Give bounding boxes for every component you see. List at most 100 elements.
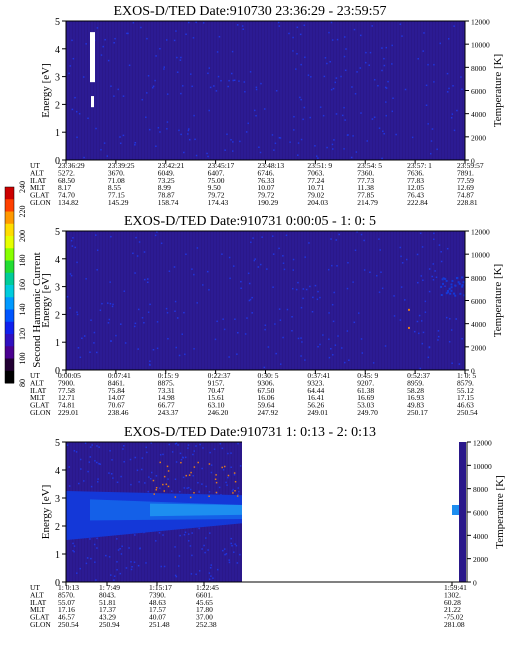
spectrum-speck: [322, 334, 324, 336]
spectrum-speck: [291, 330, 293, 332]
spectrum-speck: [166, 312, 169, 314]
energy-band-peak: [236, 504, 238, 515]
spectrum-speck: [292, 258, 295, 261]
spectrum-speck: [254, 109, 256, 112]
energy-band-core: [102, 499, 104, 521]
spectrum-speck: [90, 485, 93, 488]
spectrum-speck: [300, 98, 302, 101]
spectrum-speck: [146, 278, 149, 280]
spectrum-speck: [299, 96, 301, 99]
spectrum-speck: [120, 323, 122, 325]
ephemeris-value: 7360.: [357, 168, 374, 177]
ephemeris-value: 0:30: 5: [258, 371, 279, 380]
spectrum-speck: [130, 483, 132, 486]
spectrum-speck: [143, 321, 145, 324]
spectrum-speck: [343, 55, 346, 58]
spectrum-speck: [123, 290, 126, 292]
spectrum-speck: [282, 336, 284, 339]
spectrum-speck: [422, 50, 424, 52]
spectrum-speck: [419, 232, 422, 235]
spectrum-speck: [385, 101, 387, 103]
ephemeris-row-label: UT: [30, 583, 40, 592]
spectrum-speck: [450, 283, 453, 286]
ephemeris-value: 250.94: [99, 620, 120, 629]
spectrum-speck: [108, 318, 111, 321]
spectrum-speck: [259, 151, 262, 154]
spectrum-speck: [181, 333, 183, 335]
spectrum-speck: [257, 266, 260, 268]
spectrum-speck: [120, 553, 123, 555]
energy-band: [80, 491, 82, 539]
spectrum-speck: [111, 305, 114, 308]
spectrum-speck: [432, 263, 435, 265]
spectrum-speck: [285, 234, 288, 237]
spectrum-speck: [146, 281, 149, 284]
spectrum-speck: [448, 87, 450, 90]
spectrum-speck: [317, 157, 319, 159]
spectrum-speck: [302, 297, 304, 300]
ephemeris-value: 250.54: [58, 620, 79, 629]
spectrum-speck: [167, 337, 169, 340]
energy-band-core: [134, 501, 136, 520]
spectrum-speck: [239, 553, 241, 556]
spectrum-speck: [179, 534, 181, 537]
energy-band-peak: [194, 504, 196, 516]
spectrum-speck: [69, 307, 71, 309]
ephemeris-value: 1:22:45: [196, 583, 219, 592]
y2-tick-label: 10000: [471, 41, 490, 50]
spectrum-speck: [146, 92, 148, 94]
spectrum-speck: [73, 545, 76, 547]
spectrum-speck: [330, 347, 332, 350]
spectrum-speck: [453, 129, 456, 132]
spectrum-speck: [347, 134, 349, 136]
spectrum-speck: [297, 142, 300, 144]
spectrum-speck: [423, 32, 425, 34]
energy-band: [68, 491, 70, 540]
flux-dot: [162, 483, 164, 486]
ephemeris-value: 68.50: [58, 176, 75, 185]
energy-band-core: [104, 499, 106, 521]
energy-band-core: [112, 500, 114, 521]
spectrum-speck: [327, 268, 330, 271]
ephemeris-value: 67.50: [258, 386, 275, 395]
spectrum-speck: [393, 295, 395, 297]
spectrum-speck: [446, 247, 449, 250]
ephemeris-row-label: GLON: [30, 408, 51, 417]
spectrum-speck: [334, 81, 337, 84]
spectrum-speck: [179, 59, 182, 61]
energy-band-core: [136, 501, 138, 520]
spectrum-speck: [137, 308, 140, 311]
spectrum-speck: [348, 359, 350, 361]
spectrum-speck: [434, 270, 436, 272]
ephemeris-row-label: ILAT: [30, 386, 47, 395]
spectrum-speck: [264, 328, 266, 331]
spectrum-speck: [447, 38, 450, 40]
spectrum-speck: [236, 562, 239, 564]
energy-band: [72, 491, 74, 540]
y2-tick-label: 6000: [471, 297, 486, 306]
energy-band-core: [110, 500, 112, 521]
spectrum-speck: [282, 262, 285, 264]
spectrum-speck: [304, 56, 306, 59]
energy-band-peak: [180, 504, 182, 516]
spectrum-speck: [176, 71, 179, 73]
spectrum-speck: [232, 488, 234, 491]
spectrum-speck: [196, 302, 198, 304]
spectrum-speck: [226, 484, 228, 486]
spectrum-speck: [138, 481, 140, 483]
ephemeris-value: 8461.: [108, 378, 125, 387]
spectrum-speck: [182, 476, 185, 479]
spectrum-speck: [159, 454, 162, 456]
spectrum-speck: [364, 61, 367, 64]
spectrum-speck: [272, 286, 274, 288]
ephemeris-value: 23:54: 5: [357, 161, 382, 170]
spectrum-speck: [141, 317, 144, 319]
spectrum-speck: [225, 553, 228, 555]
ephemeris-value: 251.48: [149, 620, 170, 629]
spectrum-speck: [103, 142, 106, 144]
ephemeris-value: 75.84: [108, 386, 125, 395]
spectrum-speck: [208, 578, 211, 581]
spectrum-speck: [221, 253, 223, 255]
colorbar-tick-label: 180: [18, 255, 27, 267]
